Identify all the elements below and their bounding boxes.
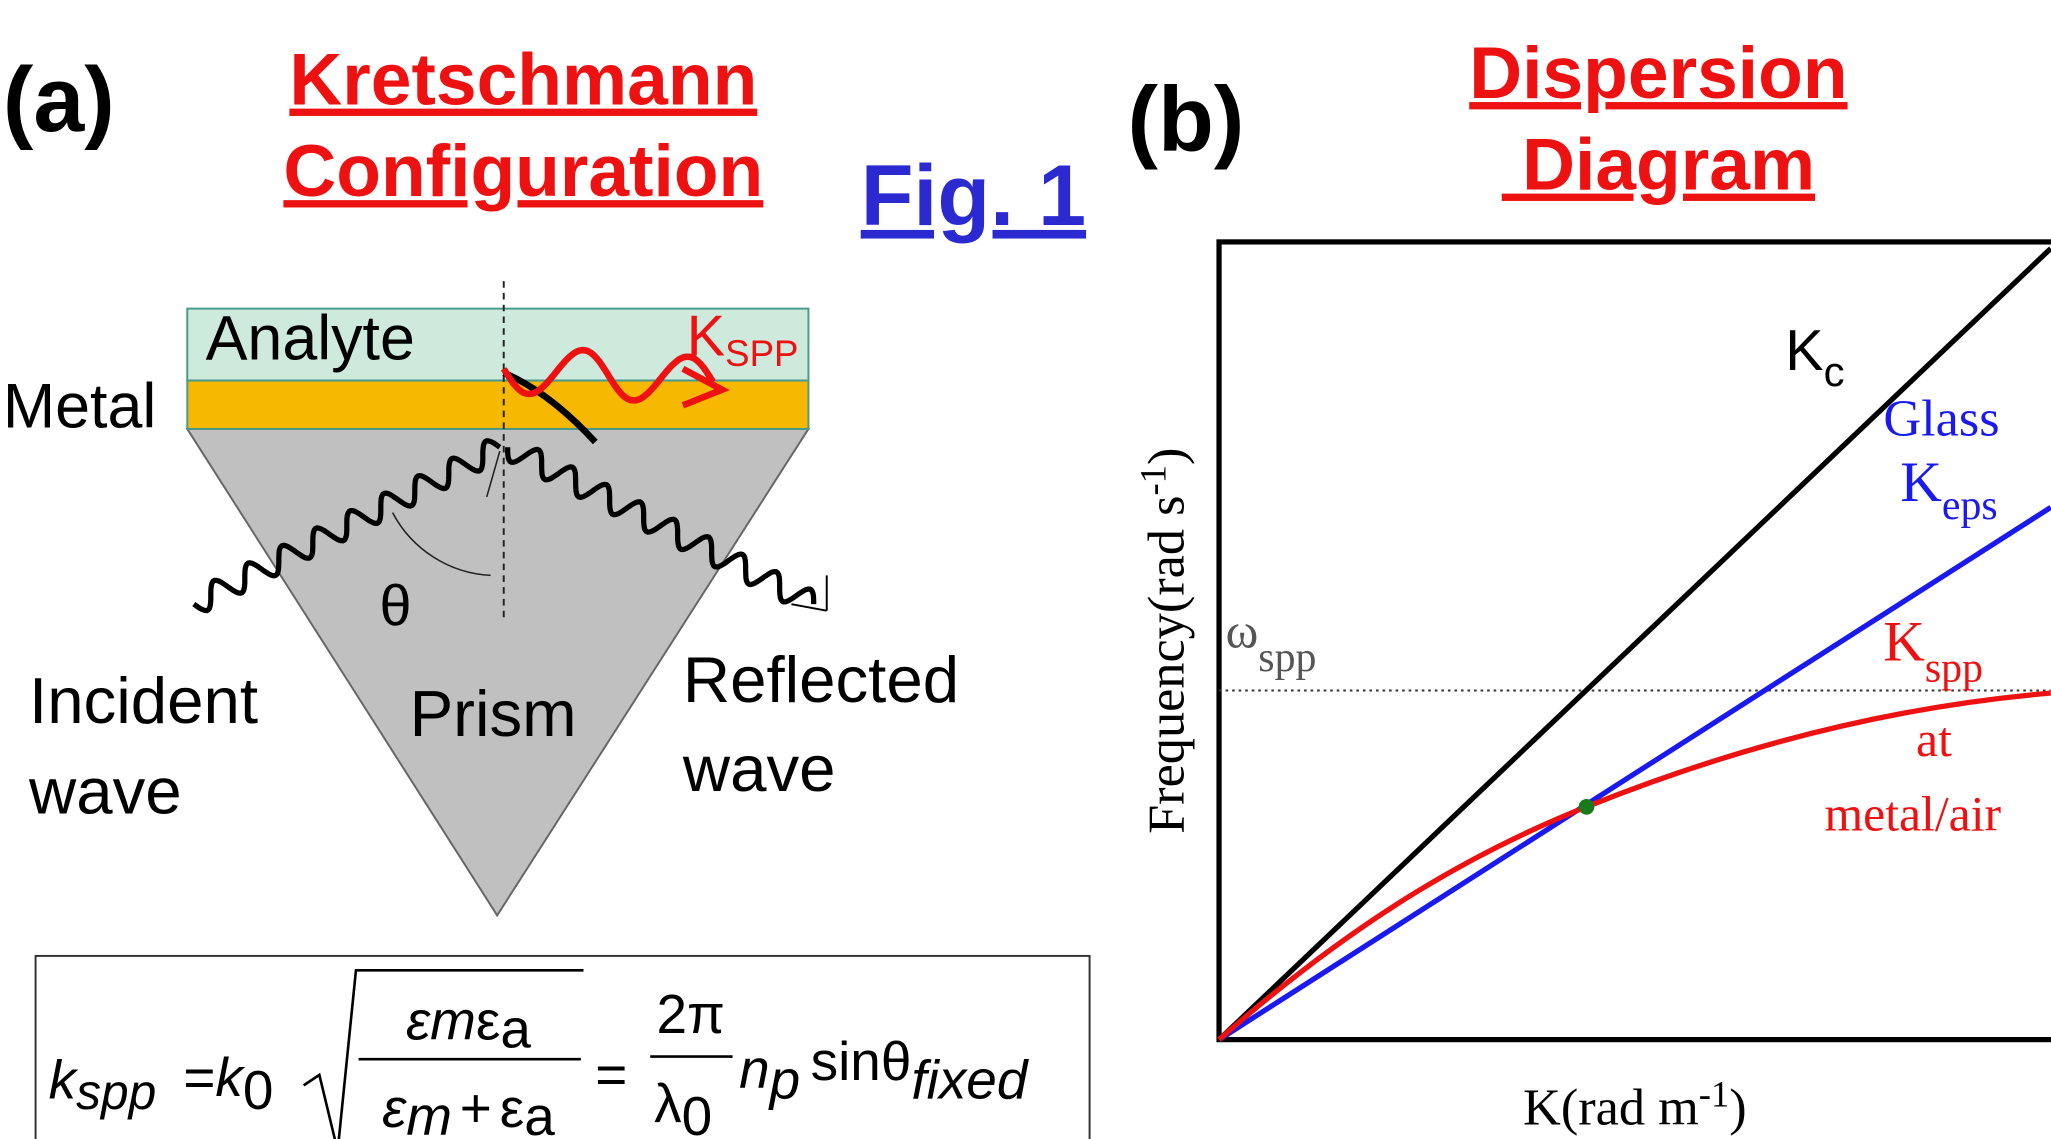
superscript: -1 <box>1699 1073 1729 1114</box>
y-axis-label: Frequency(rad s-1) <box>1132 448 1195 834</box>
analyte-label: Analyte <box>206 304 415 374</box>
axis-text: ) <box>1729 1079 1746 1137</box>
kspp-note: at <box>1916 712 1952 767</box>
axis-text: Frequency(rad s <box>1138 496 1196 834</box>
superscript: -1 <box>1132 465 1173 496</box>
formula-term: εm+εa <box>382 1077 555 1139</box>
symbol: m <box>406 1085 452 1139</box>
symbol: ε <box>500 1077 524 1139</box>
subscript: 0 <box>682 1085 713 1139</box>
title: Kretschmann <box>289 39 757 121</box>
reflected-label: wave <box>682 732 836 805</box>
glass-label: Glass <box>1883 389 1999 447</box>
symbol: K <box>1883 610 1925 673</box>
symbol: ε <box>406 990 431 1052</box>
kspp-curve-label: Kspp <box>1883 610 1983 691</box>
symbol: ε <box>382 1077 407 1139</box>
figure: (a) Kretschmann Configuration Fig. 1 Ana… <box>0 0 2051 1139</box>
equals: = <box>183 1046 215 1108</box>
subscript: p <box>768 1048 801 1110</box>
subscript: c <box>1824 348 1845 395</box>
axis-text: K(rad m <box>1523 1079 1699 1137</box>
symbol: m <box>430 990 476 1052</box>
omega-label: ωspp <box>1226 603 1317 681</box>
symbol: k <box>49 1048 79 1110</box>
light-line <box>1219 248 2051 1039</box>
tick <box>791 604 826 611</box>
glass-line <box>1219 507 2051 1039</box>
title: Diagram <box>1502 124 1815 206</box>
reflected-label: Reflected <box>683 643 959 716</box>
symbol: a <box>524 1085 555 1139</box>
incident-label: Incident <box>29 664 258 737</box>
formula-term: 2π <box>657 983 725 1045</box>
symbol: sinθ <box>811 1030 912 1092</box>
theta-label: θ <box>380 574 412 638</box>
keps-label: Keps <box>1900 451 1997 529</box>
symbol: n <box>739 1038 770 1100</box>
symbol: k <box>215 1046 245 1108</box>
panel-label: (b) <box>1128 68 1245 170</box>
symbol: + <box>460 1077 492 1139</box>
subscript: spp <box>76 1064 156 1120</box>
axis-text: ) <box>1138 448 1196 465</box>
subscript: 0 <box>243 1059 274 1121</box>
formula-term: εmεa <box>406 990 531 1060</box>
symbol: a <box>500 997 531 1059</box>
kspp-note: metal/air <box>1825 786 2002 841</box>
equals: = <box>595 1043 627 1105</box>
figure-label: Fig. 1 <box>861 148 1086 244</box>
title: Configuration <box>283 130 763 212</box>
symbol: ω <box>1226 603 1259 658</box>
symbol: K <box>1900 451 1942 514</box>
subscript: fixed <box>911 1048 1028 1110</box>
symbol: K <box>687 305 725 369</box>
symbol: ε <box>476 990 500 1052</box>
title: Dispersion <box>1469 32 1847 114</box>
kc-label: Kc <box>1785 319 1844 395</box>
incident-label: wave <box>28 754 182 827</box>
symbol: λ <box>654 1072 681 1134</box>
prism-label: Prism <box>410 677 577 750</box>
subscript: eps <box>1942 483 1998 529</box>
panel-label: (a) <box>3 49 115 151</box>
page: {"figure_label": "Fig. 1", "panel_a": {"… <box>0 0 2051 1139</box>
subscript: SPP <box>725 333 798 374</box>
symbol: K <box>1785 319 1823 383</box>
metal-label: Metal <box>3 372 156 442</box>
x-axis-label: K(rad m-1) <box>1523 1073 1747 1136</box>
subscript: spp <box>1925 645 1983 691</box>
coupling-point <box>1579 799 1595 815</box>
subscript: spp <box>1258 635 1316 681</box>
